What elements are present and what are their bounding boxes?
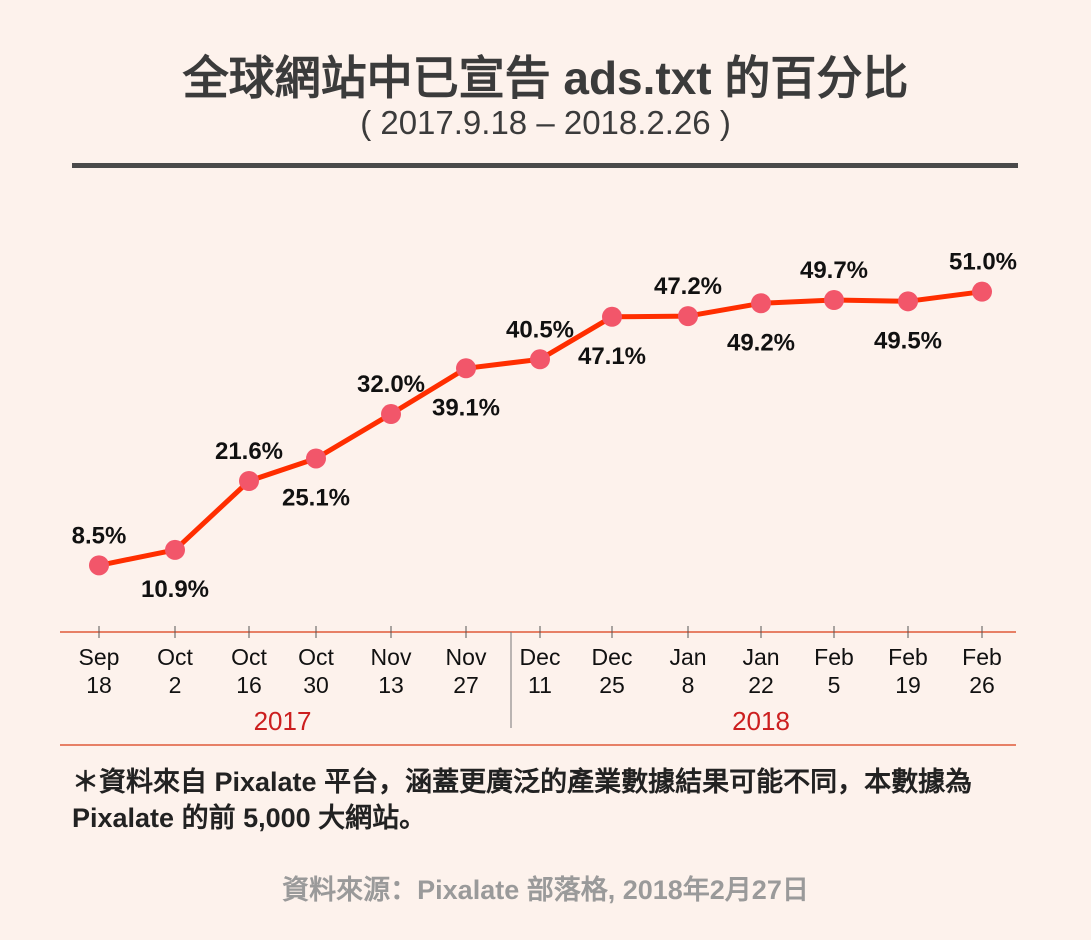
x-tick-label-month: Dec <box>592 644 633 670</box>
x-tick-label: Feb 19 <box>888 644 928 698</box>
x-tick-label: Feb 5 <box>814 644 854 698</box>
x-tick-label-day: 2 <box>169 672 182 698</box>
x-tick-label: Oct 2 <box>157 644 193 698</box>
title-divider <box>72 163 1018 168</box>
data-point <box>306 448 326 469</box>
x-tick-label-month: Feb <box>962 644 1002 670</box>
data-label: 39.1% <box>432 394 500 421</box>
x-tick-label-month: Oct <box>157 644 193 670</box>
data-point <box>530 349 550 370</box>
data-label: 8.5% <box>72 522 127 549</box>
data-points <box>89 281 992 576</box>
data-point <box>678 306 698 327</box>
data-label: 49.5% <box>874 327 942 354</box>
data-point <box>751 293 771 314</box>
x-tick-label-day: 27 <box>453 672 479 698</box>
x-tick-label: Jan 22 <box>742 644 779 698</box>
x-tick-label-month: Jan <box>742 644 779 670</box>
x-tick-label: Nov 27 <box>446 644 487 698</box>
data-point <box>824 290 844 311</box>
x-tick-label-day: 5 <box>828 672 841 698</box>
chart-title: 全球網站中已宣告 ads.txt 的百分比 <box>182 52 909 104</box>
x-tick-label-day: 19 <box>895 672 921 698</box>
data-point <box>165 539 185 560</box>
x-tick-label-day: 30 <box>303 672 329 698</box>
x-tick-label: Oct 30 <box>298 644 334 698</box>
x-tick-label: Dec 11 <box>520 644 561 698</box>
data-point <box>239 470 259 491</box>
data-label: 40.5% <box>506 316 574 343</box>
data-label: 32.0% <box>357 371 425 398</box>
x-tick-label-month: Oct <box>231 644 267 670</box>
x-tick-label-day: 11 <box>528 672 552 698</box>
x-tick-label: Oct 16 <box>231 644 267 698</box>
x-tick-label-day: 26 <box>969 672 995 698</box>
chart-subtitle: ( 2017.9.18 – 2018.2.26 ) <box>360 104 731 141</box>
data-labels: 8.5% 10.9% 21.6% 25.1% 32.0% 39.1% 40.5%47.1% 4… <box>72 249 1017 603</box>
x-tick-label-day: 16 <box>236 672 262 698</box>
data-label: 21.6% <box>215 438 283 465</box>
x-tick-label-month: Feb <box>888 644 928 670</box>
x-tick-label-month: Oct <box>298 644 334 670</box>
x-tick-label-month: Dec <box>520 644 561 670</box>
x-tick-label: Jan 8 <box>669 644 706 698</box>
data-point <box>456 358 476 379</box>
data-label: 51.0% <box>949 249 1017 276</box>
x-tick-label: Dec 25 <box>592 644 633 698</box>
data-label: 10.9% <box>141 576 209 603</box>
data-point <box>972 281 992 302</box>
data-point <box>602 306 622 327</box>
x-tick-label-day: 22 <box>748 672 774 698</box>
data-label: 47.1% <box>578 343 646 370</box>
x-tick-label: Sep 18 <box>79 644 120 698</box>
x-tick-label-month: Nov <box>371 644 412 670</box>
data-point <box>381 404 401 425</box>
x-tick-label-month: Sep <box>79 644 120 670</box>
data-label: 49.7% <box>800 257 868 284</box>
x-tick-label-month: Jan <box>669 644 706 670</box>
year-label: 2017 <box>254 706 312 736</box>
data-point <box>89 555 109 576</box>
x-tick-label-day: 18 <box>86 672 112 698</box>
data-label: 47.2% <box>654 273 722 300</box>
x-tick-label: Feb 26 <box>962 644 1002 698</box>
year-label: 2018 <box>732 706 790 736</box>
x-tick-label-day: 25 <box>599 672 625 698</box>
source-credit: 資料來源：Pixalate 部落格, 2018年2月27日 <box>282 875 809 905</box>
data-label: 25.1% <box>282 484 350 511</box>
data-point <box>898 291 918 312</box>
data-label: 49.2% <box>727 329 795 356</box>
x-tick-label-day: 8 <box>682 672 695 698</box>
x-tick-label-day: 13 <box>378 672 404 698</box>
x-tick-label-month: Feb <box>814 644 854 670</box>
x-tick-label: Nov 13 <box>371 644 412 698</box>
footnote: ＊資料來自 Pixalate 平台，涵蓋更廣泛的產業數據結果可能不同，本數據為 … <box>72 767 973 833</box>
x-tick-label-month: Nov <box>446 644 487 670</box>
